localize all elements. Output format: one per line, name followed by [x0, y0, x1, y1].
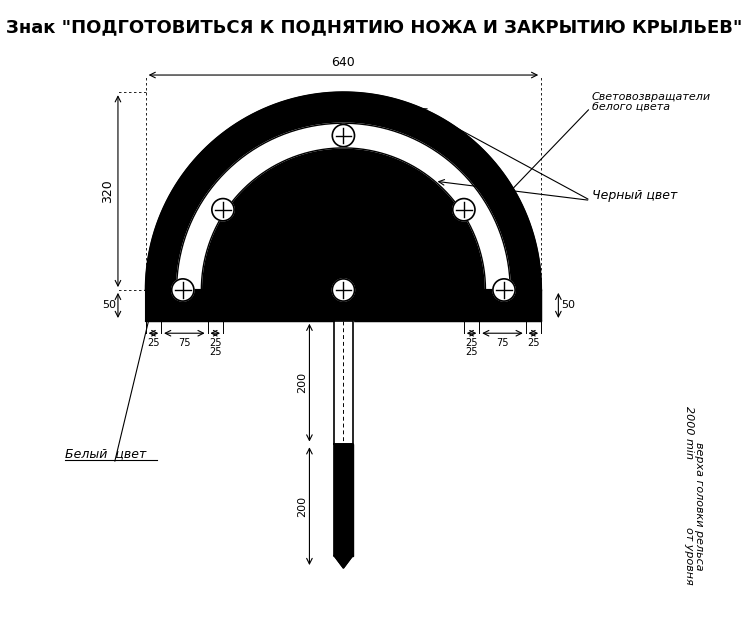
Text: Черный цвет: Черный цвет — [592, 189, 677, 202]
Text: Белый  цвет: Белый цвет — [65, 447, 147, 460]
Text: 25: 25 — [465, 347, 478, 356]
Text: 25: 25 — [465, 338, 478, 348]
Circle shape — [333, 279, 354, 301]
Text: 25: 25 — [209, 347, 222, 356]
Text: 75: 75 — [178, 338, 190, 348]
Text: 200: 200 — [297, 372, 307, 393]
Circle shape — [452, 198, 475, 221]
Circle shape — [493, 279, 515, 301]
Text: 25: 25 — [527, 338, 539, 348]
Text: 320: 320 — [102, 179, 115, 203]
Circle shape — [172, 279, 194, 301]
Polygon shape — [232, 179, 455, 290]
Text: 640: 640 — [332, 56, 355, 69]
Bar — [146, 290, 541, 321]
Polygon shape — [146, 92, 541, 290]
Text: Световозвращатели: Световозвращатели — [592, 92, 711, 102]
Text: Знак "ПОДГОТОВИТЬСЯ К ПОДНЯТИЮ НОЖА И ЗАКРЫТИЮ КРЫЛЬЕВ": Знак "ПОДГОТОВИТЬСЯ К ПОДНЯТИЮ НОЖА И ЗА… — [6, 19, 743, 37]
Text: 75: 75 — [496, 338, 509, 348]
Text: от уровня: от уровня — [685, 527, 694, 585]
Polygon shape — [334, 445, 353, 556]
Text: 50: 50 — [103, 301, 116, 311]
Circle shape — [212, 198, 234, 221]
Text: 50: 50 — [561, 301, 575, 311]
Polygon shape — [334, 321, 353, 445]
Text: белого цвета: белого цвета — [592, 102, 670, 112]
Text: 25: 25 — [209, 338, 222, 348]
Circle shape — [333, 125, 354, 147]
Polygon shape — [177, 123, 510, 290]
Text: 2000 min: 2000 min — [685, 405, 694, 459]
Text: 25: 25 — [148, 338, 160, 348]
Text: 200: 200 — [297, 495, 307, 516]
Text: верха головки рельса: верха головки рельса — [694, 442, 703, 570]
Polygon shape — [334, 556, 353, 568]
